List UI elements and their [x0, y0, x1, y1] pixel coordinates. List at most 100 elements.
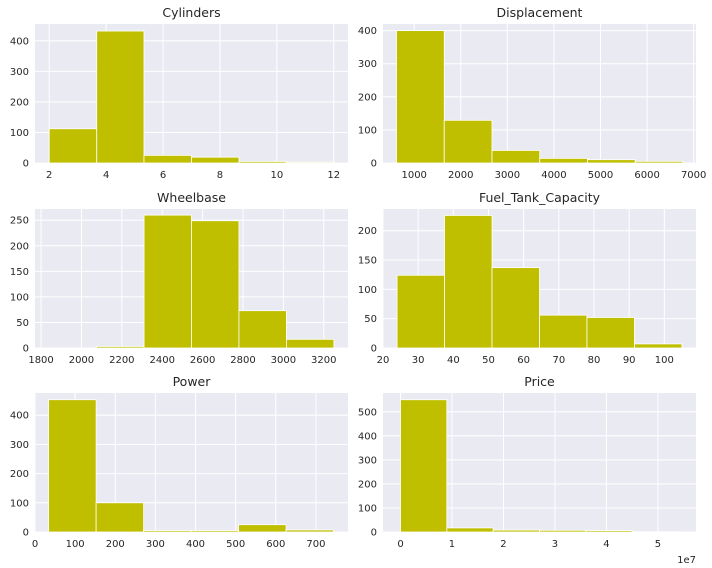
fuel-tank-capacity-x-tick-label: 40: [447, 355, 460, 366]
power-bar: [190, 530, 239, 533]
cylinders-y-tick-label: 400: [10, 36, 29, 47]
fuel-tank-capacity-bar: [396, 274, 445, 349]
cylinders-bar: [238, 161, 287, 164]
power-x-tick-label: 600: [266, 539, 285, 550]
fuel-tank-capacity-panel: 20 30 40 50 60 70 80 90 100 0 50 100 150 200 Fuel_Tank…: [358, 190, 696, 366]
cylinders-bar: [96, 30, 145, 164]
power-panel: 0 100 200 300 400 500 600 700 0 100 200 300 400 Power: [10, 374, 348, 550]
price-panel: 0 1 2 3 4 5 0 100 200 300 400 500 Price 1e7: [358, 374, 696, 566]
power-x-tick-label: 400: [186, 539, 205, 550]
cylinders-x-tick-label: 10: [270, 170, 283, 181]
price-title: Price: [524, 374, 555, 389]
displacement-x-tick-label: 7000: [681, 170, 706, 181]
power-x-tick-label: 300: [146, 539, 165, 550]
power-y-tick-label: 400: [10, 411, 29, 422]
cylinders-y-tick-label: 100: [10, 128, 29, 139]
displacement-y-tick-label: 300: [358, 59, 377, 70]
wheelbase-title: Wheelbase: [157, 190, 226, 205]
power-bar: [95, 502, 145, 533]
wheelbase-y-tick-label: 150: [10, 267, 29, 278]
power-y-tick-label: 200: [10, 469, 29, 480]
power-x-tick-label: 200: [106, 539, 125, 550]
power-bar: [285, 529, 334, 533]
wheelbase-x-tick-label: 3200: [311, 355, 336, 366]
displacement-x-tick-label: 3000: [495, 170, 520, 181]
wheelbase-y-tick-label: 200: [10, 241, 29, 252]
displacement-bar: [491, 150, 541, 164]
cylinders-x-tick-label: 8: [217, 170, 223, 181]
displacement-bar: [587, 159, 636, 164]
fuel-tank-capacity-bar: [586, 317, 635, 349]
wheelbase-x-tick-label: 2600: [190, 355, 215, 366]
cylinders-y-tick-label: 200: [10, 97, 29, 108]
fuel-tank-capacity-x-tick-label: 100: [655, 355, 674, 366]
power-y-tick-label: 100: [10, 498, 29, 509]
price-x-tick-label: 4: [603, 539, 609, 550]
fuel-tank-capacity-x-tick-label: 20: [377, 355, 390, 366]
displacement-x-tick-label: 4000: [541, 170, 566, 181]
price-x-tick-label: 3: [552, 539, 558, 550]
price-bar: [539, 529, 587, 533]
wheelbase-x-tick-label: 2000: [69, 355, 94, 366]
cylinders-panel: 2 4 6 8 10 12 0 100 200 300 400 Cylinders: [10, 5, 348, 181]
cylinders-bar: [143, 154, 192, 164]
wheelbase-x-tick-label: 2800: [230, 355, 255, 366]
wheelbase-y-tick-label: 0: [23, 344, 29, 355]
fuel-tank-capacity-y-tick-label: 200: [358, 226, 377, 237]
wheelbase-bar: [96, 346, 145, 349]
fuel-tank-capacity-bar: [539, 314, 588, 349]
power-bar: [143, 530, 192, 533]
price-y-tick-label: 100: [358, 503, 377, 514]
price-x-tick-label: 2: [500, 539, 506, 550]
wheelbase-panel: 1800 2000 2200 2400 2600 2800 3000 3200 0 50 100 15…: [10, 190, 348, 366]
displacement-x-tick-label: 1000: [401, 170, 426, 181]
fuel-tank-capacity-y-tick-label: 150: [358, 256, 377, 267]
price-bar: [492, 529, 540, 533]
displacement-x-tick-label: 6000: [634, 170, 659, 181]
power-y-tick-label: 300: [10, 440, 29, 451]
fuel-tank-capacity-x-tick-label: 50: [482, 355, 495, 366]
price-y-tick-label: 200: [358, 479, 377, 490]
cylinders-x-tick-label: 6: [160, 170, 166, 181]
price-y-tick-label: 400: [358, 431, 377, 442]
displacement-x-tick-label: 5000: [588, 170, 613, 181]
power-x-tick-label: 700: [306, 539, 325, 550]
displacement-y-tick-label: 100: [358, 125, 377, 136]
price-y-tick-label: 500: [358, 407, 377, 418]
price-y-tick-label: 0: [371, 528, 377, 539]
fuel-tank-capacity-x-tick-label: 30: [412, 355, 425, 366]
wheelbase-bar: [238, 310, 287, 349]
price-x-offset-label: 1e7: [677, 555, 696, 566]
displacement-bar: [539, 157, 588, 164]
power-bar: [48, 399, 97, 533]
fuel-tank-capacity-x-tick-label: 60: [517, 355, 530, 366]
fuel-tank-capacity-x-tick-label: 90: [623, 355, 636, 366]
displacement-bar: [634, 160, 684, 164]
displacement-y-tick-label: 400: [358, 26, 377, 37]
displacement-bar: [443, 119, 493, 164]
fuel-tank-capacity-y-tick-label: 50: [364, 314, 377, 325]
cylinders-x-tick-label: 2: [46, 170, 52, 181]
wheelbase-y-tick-label: 50: [16, 318, 29, 329]
fuel-tank-capacity-y-tick-label: 100: [358, 285, 377, 296]
wheelbase-x-tick-label: 2200: [109, 355, 134, 366]
cylinders-x-tick-label: 12: [327, 170, 340, 181]
cylinders-x-tick-label: 4: [103, 170, 109, 181]
displacement-bar: [396, 30, 445, 164]
displacement-title: Displacement: [497, 5, 583, 20]
price-bar: [446, 527, 494, 533]
price-y-tick-label: 300: [358, 455, 377, 466]
fuel-tank-capacity-y-tick-label: 0: [371, 344, 377, 355]
displacement-panel: 1000 2000 3000 4000 5000 6000 7000 0 100 200 300 40…: [358, 5, 706, 181]
wheelbase-x-tick-label: 1800: [28, 355, 53, 366]
power-x-tick-label: 500: [226, 539, 245, 550]
price-bar: [400, 399, 448, 533]
wheelbase-bar: [143, 214, 192, 349]
power-bar: [238, 524, 287, 533]
power-title: Power: [173, 374, 212, 389]
fuel-tank-capacity-bar: [491, 267, 540, 349]
price-x-tick-label: 5: [655, 539, 661, 550]
cylinders-y-tick-label: 300: [10, 67, 29, 78]
fuel-tank-capacity-x-tick-label: 70: [552, 355, 565, 366]
cylinders-title: Cylinders: [162, 5, 220, 20]
